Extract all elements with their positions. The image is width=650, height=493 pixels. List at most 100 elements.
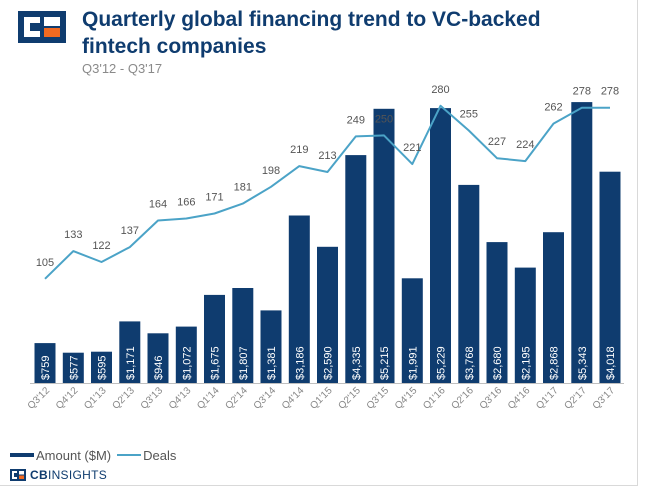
- chart-subtitle: Q3'12 - Q3'17: [82, 61, 163, 76]
- amount-bar-label: $4,018: [605, 346, 617, 380]
- deals-data-label: 262: [544, 102, 562, 114]
- amount-bar: [119, 321, 141, 383]
- deals-data-label: 221: [403, 142, 421, 154]
- deals-data-label: 105: [36, 257, 54, 269]
- amount-bar: [34, 343, 56, 383]
- amount-bar-label: $2,680: [492, 346, 504, 380]
- amount-bar-label: $5,343: [577, 346, 589, 380]
- deals-data-label: 137: [121, 225, 139, 237]
- amount-bar: [345, 155, 367, 383]
- x-tick-label: Q3'16: [478, 385, 505, 412]
- x-tick-label: Q3'14: [252, 385, 279, 412]
- amount-bar: [373, 108, 395, 384]
- amount-bar: [401, 278, 423, 383]
- amount-bar: [204, 294, 225, 383]
- deals-data-label: 227: [488, 136, 506, 148]
- cb-insights-logo-icon: [18, 11, 66, 43]
- cb-insights-mark-icon: [10, 469, 26, 481]
- amount-bar-label: $5,215: [379, 346, 391, 380]
- x-tick-label: Q2'14: [223, 385, 250, 412]
- legend-item-deals: Deals: [117, 448, 176, 463]
- x-tick-label: Q1'17: [534, 385, 561, 412]
- brand-footer: CBINSIGHTS: [10, 467, 107, 483]
- deals-data-label: 164: [149, 199, 167, 211]
- deals-data-label: 224: [516, 139, 534, 151]
- amount-bar-label: $2,868: [549, 346, 561, 380]
- amount-bar: [288, 215, 310, 383]
- amount-bar: [458, 184, 480, 383]
- amount-bar-label: $946: [153, 356, 165, 380]
- deals-data-label: 171: [205, 192, 223, 204]
- x-tick-label: Q3'12: [26, 385, 53, 412]
- chart-legend: Amount ($M) Deals: [10, 446, 182, 464]
- x-tick-label: Q1'16: [421, 385, 448, 412]
- amount-bar: [232, 288, 254, 383]
- legend-swatch-amount: [10, 453, 34, 457]
- amount-bar-label: $759: [40, 356, 52, 380]
- chart-card: Quarterly global financing trend to VC-b…: [0, 0, 638, 486]
- amount-bar-label: $1,072: [181, 346, 193, 380]
- x-tick-label: Q1'14: [195, 385, 222, 412]
- deals-data-label: 122: [92, 240, 110, 252]
- deals-data-label: 166: [177, 197, 195, 209]
- deals-data-label: 133: [64, 229, 82, 241]
- deals-data-label: 255: [460, 109, 478, 121]
- x-tick-label: Q4'14: [280, 385, 307, 412]
- chart-title: Quarterly global financing trend to VC-b…: [82, 8, 541, 58]
- x-tick-label: Q3'15: [365, 385, 392, 412]
- x-tick-label: Q4'16: [506, 385, 533, 412]
- deals-data-label: 249: [347, 114, 365, 126]
- amount-bar-label: $1,171: [125, 346, 137, 380]
- brand-prefix: CB: [30, 468, 48, 482]
- deals-data-label: 219: [290, 144, 308, 156]
- x-tick-label: Q4'12: [54, 385, 81, 412]
- amount-bar: [514, 267, 536, 383]
- amount-bar-label: $3,186: [294, 346, 306, 380]
- amount-bar-label: $4,335: [351, 346, 363, 380]
- deals-data-label: 250: [375, 113, 393, 125]
- amount-bar: [175, 326, 197, 383]
- legend-swatch-deals: [117, 454, 142, 456]
- brand-name: CBINSIGHTS: [30, 468, 107, 482]
- deals-data-label: 280: [431, 84, 449, 96]
- amount-bar-label: $1,381: [266, 346, 278, 380]
- x-tick-label: Q4'13: [167, 385, 194, 412]
- amount-bar-label: $577: [68, 356, 80, 380]
- legend-label-amount: Amount ($M): [36, 447, 112, 463]
- amount-bar-label: $2,195: [520, 346, 532, 380]
- x-tick-label: Q1'15: [308, 385, 335, 412]
- amount-bar: [317, 246, 338, 383]
- x-tick-label: Q2'13: [110, 385, 137, 412]
- x-tick-label: Q3'13: [139, 385, 166, 412]
- brand-suffix: INSIGHTS: [47, 468, 108, 482]
- deals-data-label: 278: [573, 86, 591, 98]
- amount-bar: [599, 171, 621, 383]
- chart-plot: $759 $577 $595 $1,171 $946 $1,072 $1,675 $1,807…: [26, 84, 624, 412]
- x-tick-label: Q4'15: [393, 385, 420, 412]
- amount-bar: [486, 242, 508, 383]
- deals-data-label: 213: [318, 150, 336, 162]
- x-tick-label: Q3'17: [591, 385, 618, 412]
- x-tick-label: Q1'13: [82, 385, 109, 412]
- x-tick-label: Q2'17: [562, 385, 589, 412]
- x-tick-label: Q2'16: [449, 385, 476, 412]
- deals-data-label: 198: [262, 165, 280, 177]
- amount-bar-label: $595: [97, 356, 109, 380]
- amount-bar-label: $1,675: [210, 346, 222, 380]
- amount-bar-label: $1,807: [238, 346, 250, 380]
- amount-bar-label: $5,229: [436, 346, 448, 380]
- amount-bar: [571, 102, 593, 383]
- legend-item-amount: Amount ($M): [10, 448, 111, 463]
- amount-bar: [147, 333, 169, 383]
- amount-bar: [62, 352, 84, 383]
- deals-data-label: 278: [601, 86, 619, 98]
- amount-bar-label: $2,590: [323, 346, 335, 380]
- amount-bar-label: $1,991: [407, 346, 419, 380]
- amount-bar: [91, 351, 112, 383]
- amount-bar: [260, 310, 282, 383]
- deals-data-label: 181: [234, 182, 252, 194]
- amount-bar-label: $3,768: [464, 346, 476, 380]
- x-tick-label: Q2'15: [336, 385, 363, 412]
- legend-label-deals: Deals: [143, 447, 177, 463]
- amount-bar: [430, 108, 451, 383]
